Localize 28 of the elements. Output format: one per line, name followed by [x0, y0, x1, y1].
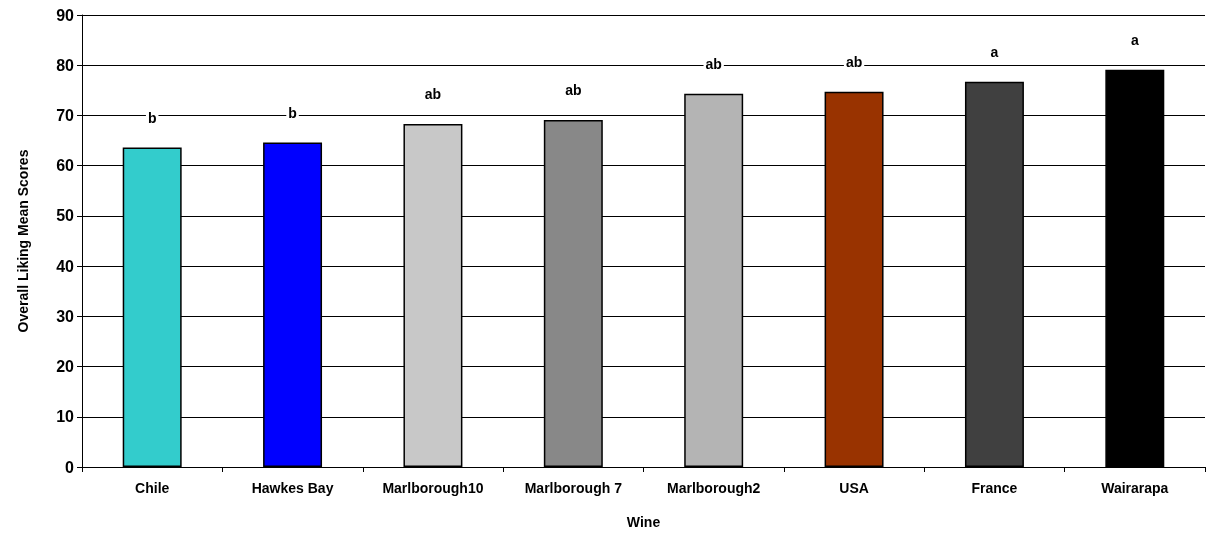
y-tick-label: 40 — [56, 257, 75, 275]
annotation: ab — [565, 81, 582, 98]
annotation: a — [1130, 31, 1139, 48]
y-tick-label: 50 — [56, 207, 75, 225]
annotation: ab — [705, 55, 722, 72]
y-tick-label: 10 — [56, 408, 75, 426]
x-axis-title: Wine — [626, 514, 661, 530]
annotation: b — [147, 109, 157, 126]
y-tick-label: 90 — [56, 6, 75, 24]
x-tick-label: Marlborough2 — [667, 480, 761, 496]
y-axis-title: Overall Liking Mean Scores — [15, 149, 31, 333]
y-tick-label: 80 — [56, 56, 75, 74]
y-tick-label: 20 — [56, 358, 75, 376]
x-tick-label: Marlborough10 — [382, 480, 484, 496]
x-tick-label: France — [971, 480, 1018, 496]
y-tick-label: 30 — [56, 307, 75, 325]
annotation: ab — [845, 53, 863, 70]
x-tick-label: Marlborough 7 — [524, 480, 623, 496]
y-tick-label: 70 — [56, 106, 75, 124]
x-tick-label: Chile — [135, 480, 170, 496]
annotation: b — [288, 104, 297, 121]
y-tick-label: 60 — [56, 157, 75, 175]
annotation: a — [990, 43, 999, 60]
annotation: ab — [424, 85, 442, 102]
x-tick-label: USA — [839, 480, 869, 496]
x-tick-label: Wairarapa — [1101, 480, 1169, 496]
y-tick-label: 0 — [65, 458, 75, 476]
x-tick-label: Hawkes Bay — [251, 480, 334, 496]
